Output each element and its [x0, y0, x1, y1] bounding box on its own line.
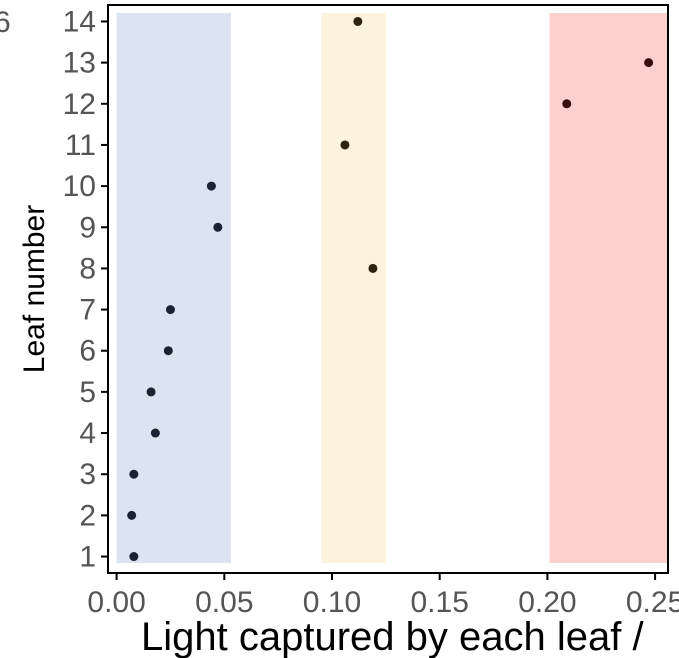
y-tick-label: 4	[79, 417, 96, 450]
x-tick-label: 0.25	[626, 586, 679, 619]
data-point-leaf-8	[368, 263, 378, 273]
y-tick-label: 5	[79, 376, 96, 409]
y-tick-label: 1	[79, 541, 96, 574]
data-point-leaf-11	[340, 140, 350, 150]
data-point-leaf-7	[165, 305, 175, 315]
shaded-band-1	[116, 13, 231, 563]
y-tick-label: 8	[79, 252, 96, 285]
data-point-leaf-9	[213, 222, 223, 232]
shaded-band-3	[549, 13, 668, 563]
data-point-leaf-5	[146, 387, 156, 397]
data-point-leaf-4	[150, 428, 160, 438]
data-point-leaf-2	[127, 510, 137, 520]
data-point-leaf-3	[129, 469, 139, 479]
data-point-leaf-13	[644, 58, 654, 68]
axis-ticks: 0.00 0.05 0.10 0.15 0.20 0.251234567891011121…	[63, 5, 679, 619]
y-tick-label: 9	[79, 211, 96, 244]
y-axis-title: Leaf number	[18, 205, 51, 373]
x-tick-label: 0.00	[87, 586, 145, 619]
y-tick-label: 3	[79, 458, 96, 491]
y-tick-label: 10	[63, 170, 96, 203]
y-tick-label: 12	[63, 88, 96, 121]
shaded-bands	[116, 13, 668, 563]
y-tick-label: 7	[79, 294, 96, 327]
corner-glyph: 6	[0, 6, 11, 39]
data-point-leaf-6	[163, 346, 173, 356]
shaded-band-2	[321, 13, 386, 563]
data-points	[127, 16, 654, 562]
y-tick-label: 14	[63, 5, 96, 38]
y-tick-label: 6	[79, 335, 96, 368]
x-axis-title: Light captured by each leaf /	[141, 615, 644, 658]
x-tick-label: 0.05	[195, 586, 253, 619]
x-tick-label: 0.20	[518, 586, 576, 619]
y-tick-label: 2	[79, 499, 96, 532]
data-point-leaf-12	[562, 99, 572, 109]
x-tick-label: 0.10	[303, 586, 361, 619]
data-point-leaf-1	[129, 552, 139, 562]
x-tick-label: 0.15	[410, 586, 468, 619]
plot-frame	[107, 4, 669, 574]
data-point-leaf-14	[353, 16, 363, 26]
y-tick-label: 11	[65, 129, 96, 162]
data-point-leaf-10	[206, 181, 216, 191]
y-tick-label: 13	[63, 47, 96, 80]
